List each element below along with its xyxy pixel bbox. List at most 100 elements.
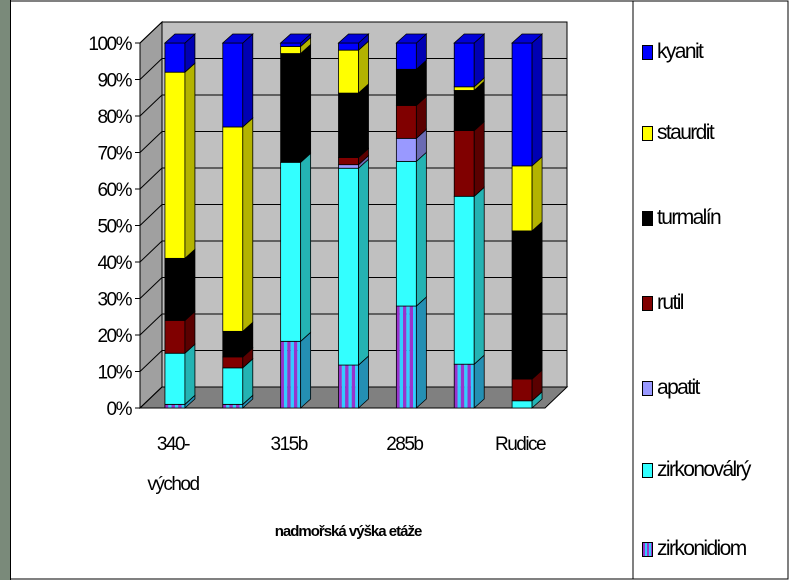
- bar-segment-zirkonidiom: [164, 404, 169, 408]
- bar-segment-rutil: [453, 130, 475, 197]
- bar-segment-zirkonoválrý: [222, 367, 244, 405]
- legend-label-kyanit: kyanit: [657, 40, 704, 63]
- bar-segment-zirkonidiom: [341, 365, 346, 408]
- bar-side-zirkonidiom: [415, 296, 427, 409]
- bar-segment-zirkonidiom: [181, 404, 185, 408]
- bar-side-rutil: [473, 120, 485, 198]
- gridline-side: [139, 167, 163, 190]
- y-tick-label: 90%: [97, 71, 132, 92]
- x-category-label: Rudice: [495, 434, 546, 455]
- bar-segment-zirkonidiom: [351, 365, 356, 408]
- bar-segment-kyanit: [338, 42, 359, 51]
- legend-swatch-zirkonidiom: [642, 541, 653, 557]
- y-tick-label: 0%: [107, 399, 133, 420]
- bar-segment-turmalín: [395, 68, 417, 106]
- y-tick-label: 80%: [97, 107, 132, 128]
- bar-segment-zirkonoválrý: [338, 167, 359, 366]
- bar-top: [279, 33, 312, 44]
- bar-segment-zirkonidiom: [457, 364, 461, 408]
- bar-segment-zirkonidiom: [409, 306, 414, 408]
- bar-top: [221, 33, 254, 44]
- bar-segment-zirkonoválrý: [280, 161, 302, 342]
- bar-segment-zirkonidiom: [236, 404, 240, 408]
- bar-segment-turmalín: [280, 53, 302, 163]
- bar-segment-zirkonidiom: [396, 306, 400, 408]
- bar-side-zirkonoválrý: [473, 186, 485, 366]
- bar-segment-zirkonidiom: [413, 306, 417, 408]
- bar-segment-zirkonidiom: [403, 306, 407, 408]
- legend-label-rutil: rutil: [657, 291, 684, 314]
- y-tick-label: 70%: [97, 144, 132, 165]
- bar-segment-zirkonidiom: [232, 404, 237, 408]
- bar-segment-staurdit: [511, 165, 533, 232]
- bar-top: [511, 33, 544, 44]
- bar-segment-apatit: [395, 137, 417, 162]
- y-tick-label: 30%: [97, 290, 132, 311]
- legend-item-zirkonovalry: zirkonoválrý: [642, 456, 751, 484]
- bar-segment-kyanit: [395, 42, 417, 70]
- x-axis-title: nadmořská výška etáže: [275, 523, 422, 540]
- y-tick-label: 100%: [88, 34, 132, 55]
- bar-side-kyanit: [242, 33, 254, 128]
- bar-segment-zirkonidiom: [345, 365, 349, 408]
- bar-segment-turmalín: [453, 90, 475, 131]
- bar-segment-rutil: [511, 378, 533, 402]
- legend: kyanit staurdit turmalín rutil apatit zi…: [636, 0, 789, 580]
- bar-side-zirkonidiom: [300, 331, 312, 409]
- legend-swatch-rutil: [642, 295, 653, 311]
- bar-segment-zirkonoválrý: [395, 160, 417, 307]
- left-image-edge: [10, 0, 11, 580]
- legend-swatch-kyanit: [642, 44, 653, 60]
- x-category-label: 340-: [157, 434, 190, 455]
- bar-side-staurdit: [531, 155, 543, 232]
- bar-segment-zirkonidiom: [226, 404, 230, 408]
- legend-item-kyanit: kyanit: [642, 38, 704, 66]
- bar-segment-turmalín: [511, 230, 533, 380]
- legend-item-zirkonidiom: zirkonidiom: [642, 535, 747, 563]
- bar-segment-zirkonidiom: [178, 404, 182, 408]
- bar-top: [163, 33, 196, 44]
- bar-side-turmalín: [184, 248, 196, 322]
- bar-segment-zirkonidiom: [338, 365, 342, 408]
- bar-segment-zirkonidiom: [464, 364, 468, 408]
- bar-side-zirkonoválrý: [300, 152, 312, 343]
- bar-segment-zirkonoválrý: [164, 352, 186, 405]
- bar-side-turmalín: [358, 83, 369, 159]
- bar-segment-zirkonidiom: [168, 404, 172, 408]
- bar-top: [337, 33, 370, 44]
- gridline-side: [139, 313, 163, 336]
- legend-item-rutil: rutil: [642, 289, 684, 317]
- x-category-label: 285b: [386, 434, 423, 455]
- bar-segment-staurdit: [338, 49, 359, 94]
- bar-side-staurdit: [184, 62, 196, 260]
- bar-side-zirkonoválrý: [184, 343, 196, 406]
- legend-item-turmalin: turmalín: [642, 204, 722, 232]
- gridline-side: [139, 21, 163, 44]
- bar-side-zirkonoválrý: [358, 158, 369, 366]
- gridline-side: [139, 204, 163, 226]
- bar-segment-zirkonidiom: [454, 364, 458, 408]
- bar-segment-zirkonidiom: [406, 306, 410, 408]
- legend-label-staurdit: staurdit: [657, 121, 715, 144]
- bar-segment-zirkonidiom: [399, 306, 404, 408]
- bar-segment-turmalín: [222, 330, 244, 358]
- bar-top: [395, 33, 428, 44]
- bar-segment-kyanit: [280, 42, 302, 47]
- bar-segment-apatit: [338, 164, 359, 169]
- bar-segment-staurdit: [164, 71, 186, 259]
- bar-segment-zirkonoválrý: [511, 400, 533, 409]
- bar-segment-turmalín: [164, 257, 186, 321]
- bar-segment-rutil: [338, 157, 359, 166]
- legend-swatch-turmalin: [642, 210, 653, 226]
- bar-side-kyanit: [531, 33, 543, 167]
- y-tick-label: 50%: [97, 217, 132, 238]
- bar-segment-zirkonidiom: [290, 341, 294, 408]
- x-category-label: 315b: [271, 434, 308, 455]
- bar-segment-zirkonidiom: [355, 365, 359, 408]
- y-tick-label: 10%: [97, 363, 132, 384]
- bar-segment-staurdit: [453, 86, 475, 91]
- y-tick-label: 60%: [97, 180, 132, 201]
- bar-segment-zirkonidiom: [239, 404, 243, 408]
- gridline-side: [139, 386, 163, 409]
